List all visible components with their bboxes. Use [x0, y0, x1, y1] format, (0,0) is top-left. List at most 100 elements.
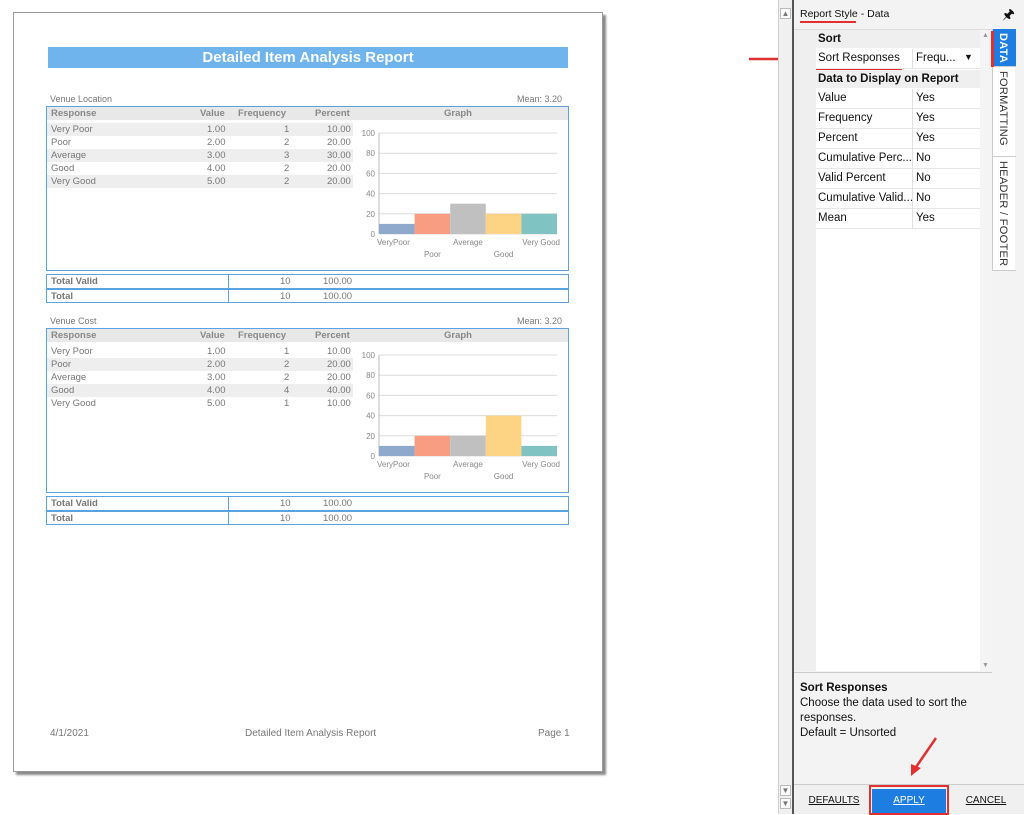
tab-data[interactable]: DATA	[993, 29, 1016, 67]
panel-title: Report Style - Data	[800, 8, 890, 20]
bar	[414, 213, 451, 234]
property-grid: Sort Sort Responses Frequ... ▼ Data to D…	[794, 29, 992, 672]
table-row: Good 4.00 2 20.00	[51, 163, 351, 174]
total-row: Total 10 100.00	[51, 513, 353, 524]
property-row[interactable]: Mean Yes	[816, 209, 980, 229]
property-sort-responses[interactable]: Sort Responses Frequ... ▼	[816, 49, 980, 69]
property-scrollbar[interactable]: ▲ ▼	[980, 30, 992, 672]
y-tick-label: 0	[371, 230, 376, 239]
scroll-down-icon: ▼	[982, 662, 989, 669]
total-valid-row: Total Valid 10 100.00	[51, 498, 353, 509]
total-valid-row: Total Valid 10 100.00	[51, 276, 353, 287]
section-mean: Mean: 3.20	[517, 94, 563, 104]
panel-tabs: DATA FORMATTING HEADER / FOOTER	[991, 29, 1016, 271]
property-row[interactable]: Percent Yes	[816, 129, 980, 149]
y-tick-label: 40	[366, 190, 375, 199]
x-tick-label: VeryPoor	[377, 238, 410, 247]
y-tick-label: 20	[366, 432, 375, 441]
scroll-down-icon[interactable]: ▼	[780, 785, 791, 796]
report-preview-canvas: Detailed Item Analysis Report Venue Loca…	[13, 12, 801, 772]
section-label: Venue Location	[50, 94, 113, 104]
data-table: Response Value Frequency Percent Graph V…	[46, 328, 569, 493]
x-tick-label: Good	[494, 472, 514, 481]
col-percent: Percent	[315, 108, 350, 119]
panel-buttons: DEFAULTS APPLY CANCEL	[794, 784, 1024, 815]
x-tick-label: Very Good	[522, 238, 560, 247]
scroll-gutter[interactable]: ▲ ▼ ▼	[778, 0, 792, 814]
y-tick-label: 20	[366, 210, 375, 219]
bar-chart: 0 20 40 60 80 100 VeryPoor Poor Average Good Very …	[362, 129, 560, 259]
table-header: Response Value Frequency Percent Graph	[47, 107, 568, 120]
y-tick-label: 60	[366, 169, 375, 178]
apply-button[interactable]: APPLY	[872, 789, 946, 813]
report-page: Detailed Item Analysis Report Venue Loca…	[13, 12, 603, 772]
table-row: Average 3.00 2 20.00	[51, 372, 351, 383]
pin-icon[interactable]: 🖈	[1002, 6, 1015, 22]
y-tick-label: 60	[366, 391, 375, 400]
report-title: Detailed Item Analysis Report	[48, 47, 568, 68]
bar	[485, 415, 522, 456]
section-mean: Mean: 3.20	[517, 316, 563, 326]
bar	[450, 435, 486, 456]
x-tick-label: Poor	[424, 250, 441, 259]
y-tick-label: 100	[362, 351, 376, 360]
y-tick-label: 80	[366, 371, 375, 380]
bar	[414, 435, 451, 456]
footer-page: Page 1	[538, 728, 570, 739]
tab-formatting[interactable]: FORMATTING	[993, 67, 1016, 157]
table-header: Response Value Frequency Percent Graph	[47, 329, 568, 342]
table-row: Good 4.00 4 40.00	[47, 384, 353, 397]
bar	[485, 213, 522, 234]
category-display: Data to Display on Report	[816, 70, 992, 88]
bar	[450, 203, 486, 234]
description-default: Default = Unsorted	[800, 727, 897, 739]
data-table: Response Value Frequency Percent Graph V…	[46, 106, 569, 271]
total-row: Total 10 100.00	[51, 291, 353, 302]
defaults-button[interactable]: DEFAULTS	[808, 795, 860, 806]
totals-block: Total Valid 10 100.00 Total 10 100.00	[46, 274, 569, 303]
y-tick-label: 40	[366, 412, 375, 421]
chevron-down-icon[interactable]: ▼	[964, 52, 973, 62]
property-row[interactable]: Frequency Yes	[816, 109, 980, 129]
category-sort: Sort	[816, 30, 992, 48]
description-text: Choose the data used to sort the respons…	[800, 697, 967, 724]
annotation-arrow	[911, 737, 938, 776]
property-row[interactable]: Cumulative Perc... No	[816, 149, 980, 169]
property-row[interactable]: Valid Percent No	[816, 169, 980, 189]
x-tick-label: VeryPoor	[377, 460, 410, 469]
y-tick-label: 80	[366, 149, 375, 158]
table-row: Very Good 5.00 1 10.00	[51, 398, 351, 409]
bar-chart: 0 20 40 60 80 100 VeryPoor Poor Average Good Very …	[362, 351, 560, 481]
property-description: Sort Responses Choose the data used to s…	[794, 672, 992, 784]
x-tick-label: Average	[453, 460, 483, 469]
description-title: Sort Responses	[800, 682, 888, 694]
col-value: Value	[200, 108, 225, 119]
property-row[interactable]: Cumulative Valid... No	[816, 189, 980, 209]
bar	[379, 223, 415, 234]
sort-responses-select[interactable]: Frequ...	[916, 52, 956, 64]
totals-block: Total Valid 10 100.00 Total 10 100.00	[46, 496, 569, 525]
table-row: Poor 2.00 2 20.00	[47, 358, 353, 371]
col-response: Response	[51, 108, 97, 119]
table-row: Very Poor 1.00 1 10.00	[47, 123, 353, 136]
y-tick-label: 100	[362, 129, 376, 138]
bar	[521, 213, 557, 234]
col-frequency: Frequency	[238, 108, 287, 119]
tab-header-footer[interactable]: HEADER / FOOTER	[993, 157, 1016, 271]
scroll-end-icon[interactable]: ▼	[780, 798, 791, 809]
bar	[521, 445, 557, 456]
x-tick-label: Poor	[424, 472, 441, 481]
footer-title: Detailed Item Analysis Report	[245, 728, 377, 739]
x-tick-label: Very Good	[522, 460, 560, 469]
table-row: Average 3.00 3 30.00	[47, 149, 353, 162]
table-row: Very Good 5.00 2 20.00	[47, 175, 353, 188]
scroll-up-icon: ▲	[982, 32, 989, 39]
property-row[interactable]: Value Yes	[816, 89, 980, 109]
cancel-button[interactable]: CANCEL	[965, 795, 1007, 806]
section-label: Venue Cost	[50, 316, 97, 326]
col-graph: Graph	[444, 108, 472, 119]
bar	[379, 445, 415, 456]
properties-panel: Report Style - Data 🖈 Sort Sort Response…	[792, 0, 1024, 815]
x-tick-label: Average	[453, 238, 483, 247]
scroll-up-icon[interactable]: ▲	[780, 8, 791, 19]
